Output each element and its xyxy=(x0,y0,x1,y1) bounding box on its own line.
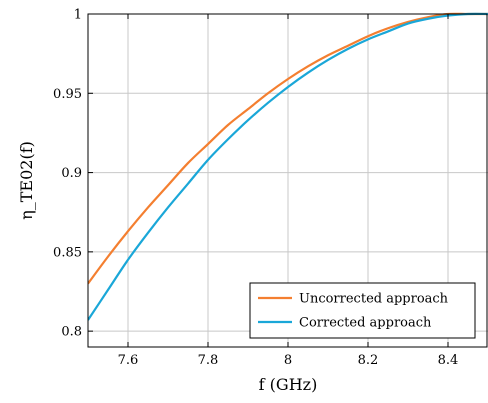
x-axis-label: f (GHz) xyxy=(259,375,318,394)
legend-label-uncorrected-approach: Uncorrected approach xyxy=(299,292,449,307)
y-tick-label: 0.8 xyxy=(61,325,82,340)
y-axis-label: η_TE02(f) xyxy=(17,141,36,220)
y-tick-label: 0.85 xyxy=(53,245,82,260)
y-tick-label: 0.95 xyxy=(53,87,82,102)
series-line-corrected-approach xyxy=(88,12,488,321)
x-tick-label: 8 xyxy=(284,353,292,368)
legend-box xyxy=(249,282,476,339)
x-tick-label: 7.6 xyxy=(118,353,139,368)
x-tick-label: 8.2 xyxy=(358,353,379,368)
axis-ticks: 7.6 7.8 8 8.2 8.4 0.8 0.85 0.9 0.95 1 xyxy=(53,8,458,369)
legend: Uncorrected approach Corrected approach xyxy=(249,282,476,339)
series-layer xyxy=(88,12,488,321)
y-tick-label: 1 xyxy=(74,8,82,23)
legend-label-corrected-approach: Corrected approach xyxy=(299,316,432,331)
x-tick-label: 7.8 xyxy=(198,353,219,368)
x-tick-label: 8.4 xyxy=(438,353,459,368)
y-tick-label: 0.9 xyxy=(61,166,82,181)
series-line-uncorrected-approach xyxy=(88,12,488,285)
